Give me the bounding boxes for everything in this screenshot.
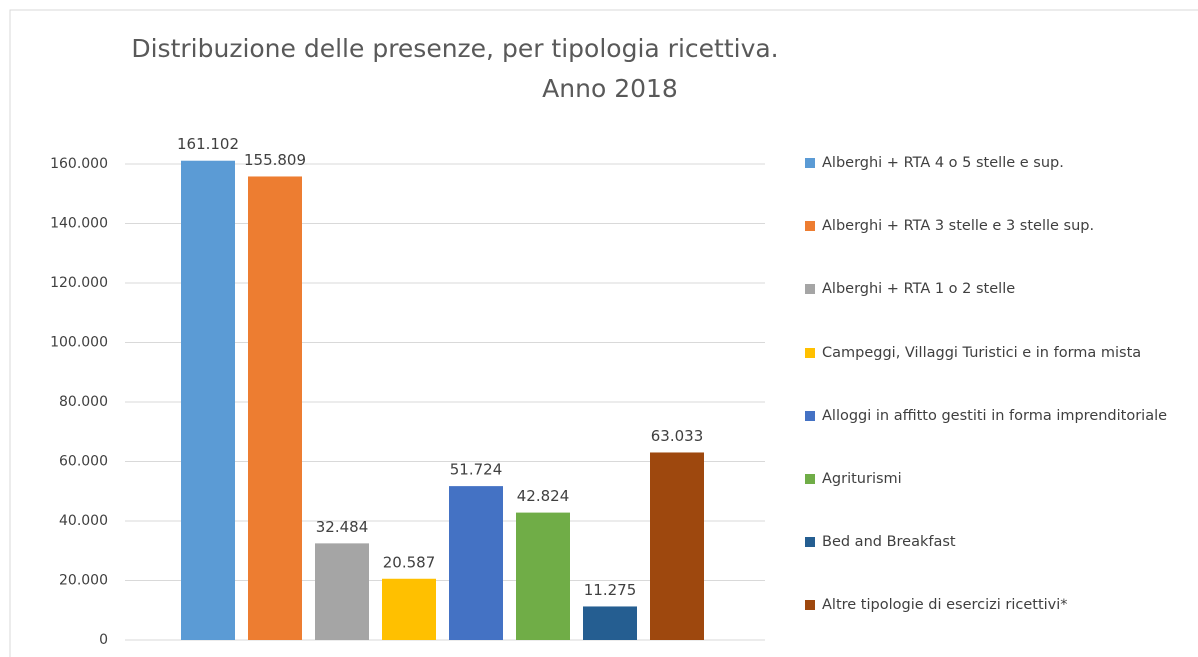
legend-label: Alloggi in affitto gestiti in forma impr… xyxy=(822,407,1168,424)
bar xyxy=(583,606,637,640)
data-label: 20.587 xyxy=(383,553,436,571)
bar xyxy=(516,512,570,640)
legend-entry: Alberghi + RTA 1 o 2 stelle xyxy=(805,278,1190,300)
legend-entry: Agriturismi xyxy=(805,468,1190,490)
data-label: 42.824 xyxy=(517,487,570,505)
legend-label: Alberghi + RTA 4 o 5 stelle e sup. xyxy=(822,155,1064,171)
data-label: 11.275 xyxy=(584,581,637,599)
legend-label: Agriturismi xyxy=(822,471,902,487)
bar xyxy=(181,160,235,640)
data-label: 51.724 xyxy=(450,461,503,479)
legend-swatch xyxy=(805,347,815,358)
y-tick-label: 0 xyxy=(99,632,108,648)
legend-swatch xyxy=(805,474,815,484)
legend-entry: Altre tipologie di esercizi ricettivi* xyxy=(805,594,1190,616)
y-tick-label: 140.000 xyxy=(50,216,108,232)
legend-label: Alberghi + RTA 3 stelle e 3 stelle sup. xyxy=(822,218,1095,235)
bar xyxy=(382,578,436,640)
y-tick-label: 60.000 xyxy=(59,454,108,470)
legend-label: Alberghi + RTA 1 o 2 stelle xyxy=(822,281,1016,298)
chart-title: Anno 2018 xyxy=(542,74,678,103)
bar xyxy=(315,543,369,640)
legend-swatch xyxy=(805,284,815,295)
legend-swatch xyxy=(805,600,815,611)
data-label: 32.484 xyxy=(316,518,369,536)
legend-entry: Campeggi, Villaggi Turistici e in forma … xyxy=(805,342,1190,364)
legend-entry: Bed and Breakfast xyxy=(805,531,1190,553)
legend-label: Bed and Breakfast xyxy=(822,534,956,551)
legend-swatch xyxy=(805,537,815,548)
bar xyxy=(449,486,503,640)
legend-swatch xyxy=(805,158,815,168)
legend-label: Campeggi, Villaggi Turistici e in forma … xyxy=(822,344,1142,361)
y-tick-label: 100.000 xyxy=(50,335,108,351)
legend-swatch xyxy=(805,410,815,421)
chart-title: Distribuzione delle presenze, per tipolo… xyxy=(131,34,778,63)
y-tick-label: 160.000 xyxy=(50,156,108,172)
y-tick-label: 40.000 xyxy=(59,513,108,529)
bar xyxy=(248,176,302,640)
y-tick-label: 120.000 xyxy=(50,275,108,291)
legend-swatch xyxy=(805,221,815,232)
legend-entry: Alberghi + RTA 4 o 5 stelle e sup. xyxy=(805,152,1190,174)
legend-entry: Alloggi in affitto gestiti in forma impr… xyxy=(805,405,1190,427)
data-label: 155.809 xyxy=(244,151,306,169)
y-tick-label: 80.000 xyxy=(59,394,108,410)
chart-border xyxy=(9,9,1198,657)
data-label: 63.033 xyxy=(651,427,704,445)
data-label: 161.102 xyxy=(177,135,239,153)
y-tick-label: 20.000 xyxy=(59,573,108,589)
bar xyxy=(650,452,704,640)
legend-entry: Alberghi + RTA 3 stelle e 3 stelle sup. xyxy=(805,215,1190,237)
legend-label: Altre tipologie di esercizi ricettivi* xyxy=(822,597,1068,614)
